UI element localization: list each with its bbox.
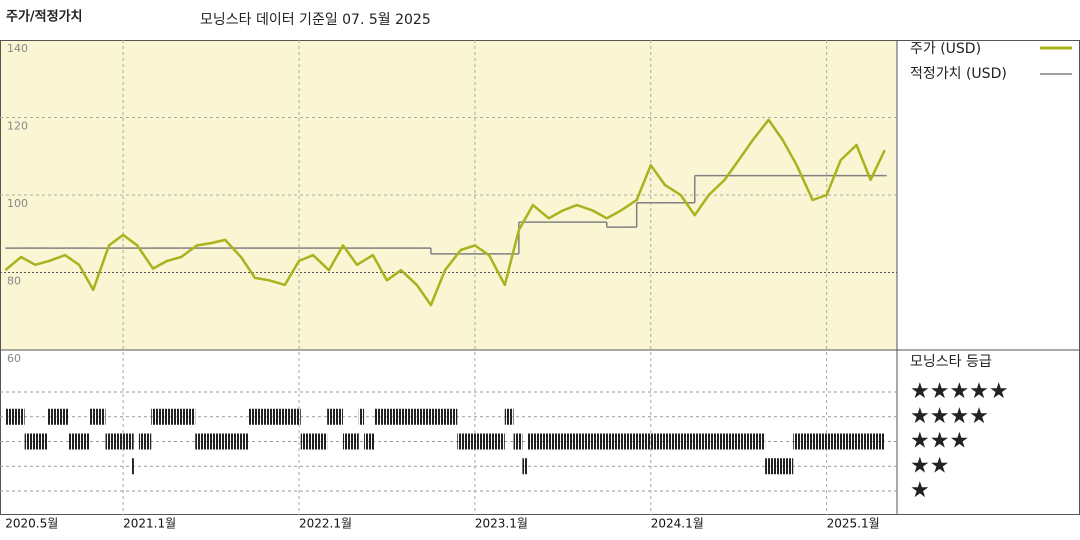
rating-title: 모닝스타 등급	[910, 354, 992, 370]
y-tick-label: 100	[7, 197, 28, 210]
rating-legend: ★	[910, 478, 930, 503]
rating-bar	[131, 458, 134, 475]
x-tick-label: 2020.5월	[5, 517, 58, 531]
rating-bar	[300, 433, 328, 450]
rating-bar	[89, 408, 106, 425]
rating-legend: ★★★★	[910, 404, 989, 429]
chart-subtitle: 모닝스타 데이터 기준일 07. 5월 2025	[200, 12, 431, 28]
x-tick-label: 2023.1월	[475, 517, 528, 531]
y-tick-label: 80	[7, 275, 21, 288]
rating-bar	[374, 408, 458, 425]
legend-label: 적정가치 (USD)	[910, 66, 1007, 82]
rating-bar	[5, 408, 25, 425]
y-tick-label: 140	[7, 42, 28, 55]
x-tick-label: 2025.1월	[827, 517, 880, 531]
rating-bar	[527, 433, 766, 450]
rating-bar	[24, 433, 48, 450]
rating-legend: ★★	[910, 453, 949, 478]
x-tick-label: 2022.1월	[299, 517, 352, 531]
legend-label: 주가 (USD)	[910, 41, 981, 57]
x-tick-label: 2024.1월	[651, 517, 704, 531]
rating-bar	[327, 408, 343, 425]
rating-legend: ★★★★★	[910, 379, 1009, 404]
rating-bar	[105, 433, 134, 450]
rating-bar	[513, 433, 523, 450]
x-tick-label: 2021.1월	[123, 517, 176, 531]
rating-bar	[247, 408, 301, 425]
rating-bar	[364, 433, 375, 450]
rating-bar	[151, 408, 196, 425]
rating-legend: ★★★	[910, 429, 969, 454]
price-line	[4, 118, 886, 307]
y-tick-label: 60	[7, 352, 21, 365]
rating-bar	[457, 433, 505, 450]
plot-background	[0, 40, 897, 350]
rating-bar	[522, 458, 528, 475]
rating-bar	[342, 433, 359, 450]
rating-bar	[195, 433, 248, 450]
rating-bar	[68, 433, 90, 450]
rating-bar	[47, 408, 69, 425]
rating-bar	[358, 408, 365, 425]
chart-title: 주가/적정가치	[6, 9, 83, 25]
rating-bar	[138, 433, 152, 450]
y-tick-label: 120	[7, 120, 28, 133]
rating-bar	[504, 408, 514, 425]
rating-bar	[793, 433, 885, 450]
rating-bar	[765, 458, 794, 475]
